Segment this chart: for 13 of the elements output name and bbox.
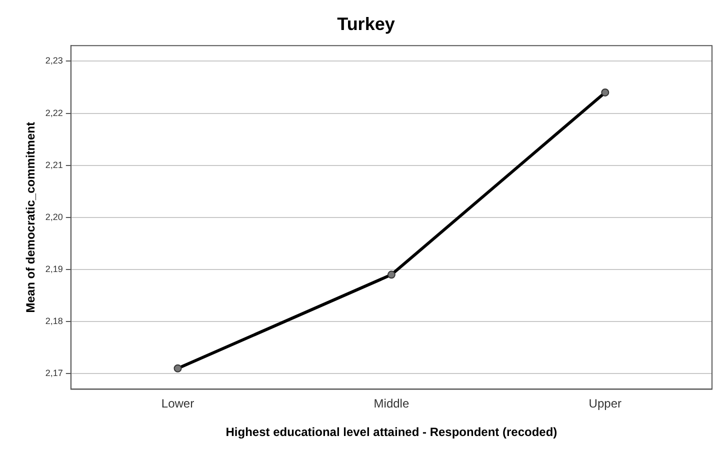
y-tick-label: 2,20 — [45, 212, 63, 222]
y-tick-label: 2,19 — [45, 264, 63, 274]
x-tick-label: Upper — [588, 396, 622, 411]
chart-title: Turkey — [337, 14, 395, 34]
y-tick-label: 2,18 — [45, 316, 63, 326]
x-tick-label: Lower — [161, 396, 194, 411]
y-tick-label: 2,23 — [45, 56, 63, 66]
y-tick-label: 2,17 — [45, 368, 63, 378]
y-axis-title: Mean of democratic_commitment — [24, 122, 38, 313]
y-tick-label: 2,21 — [45, 160, 63, 170]
x-tick-label: Middle — [374, 396, 410, 411]
y-tick-label: 2,22 — [45, 108, 63, 118]
x-axis-title: Highest educational level attained - Respondent (recoded) — [226, 425, 558, 440]
